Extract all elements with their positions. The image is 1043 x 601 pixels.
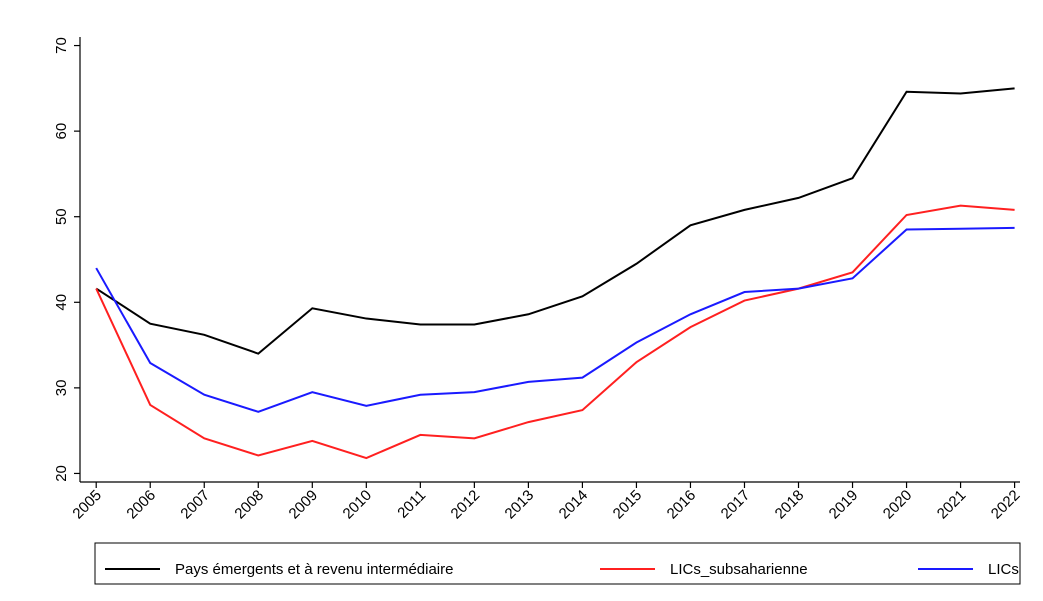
legend-label: Pays émergents et à revenu intermédiaire <box>175 561 453 578</box>
x-tick-label: 2015 <box>610 487 646 523</box>
x-tick-label: 2016 <box>664 487 700 523</box>
y-tick-label: 20 <box>53 465 70 482</box>
x-tick-label: 2010 <box>340 487 376 523</box>
series-line <box>95 87 1015 355</box>
series-line <box>95 204 1015 460</box>
legend-label: LICs_subsaharienne <box>670 561 808 578</box>
y-tick-label: 40 <box>53 294 70 311</box>
x-tick-label: 2020 <box>880 487 916 523</box>
x-tick-label: 2018 <box>772 487 808 523</box>
y-tick-label: 60 <box>53 123 70 140</box>
x-tick-label: 2011 <box>394 487 429 522</box>
y-tick-label: 50 <box>53 208 70 225</box>
x-tick-label: 2022 <box>988 487 1024 523</box>
x-tick-label: 2007 <box>177 487 213 523</box>
x-tick-label: 2005 <box>69 487 105 523</box>
y-tick-label: 70 <box>53 37 70 54</box>
y-tick-label: 30 <box>53 380 70 397</box>
legend-label: LICs <box>988 561 1019 578</box>
x-tick-label: 2014 <box>556 487 592 523</box>
x-tick-label: 2021 <box>934 487 970 523</box>
x-tick-label: 2008 <box>231 487 267 523</box>
x-tick-label: 2012 <box>448 487 484 523</box>
series-line <box>95 226 1015 413</box>
x-tick-label: 2013 <box>502 487 538 523</box>
x-tick-label: 2019 <box>826 487 862 523</box>
legend-box <box>94 542 1021 585</box>
x-tick-label: 2017 <box>718 487 754 523</box>
x-tick-label: 2009 <box>286 487 322 523</box>
x-tick-label: 2006 <box>123 487 159 523</box>
